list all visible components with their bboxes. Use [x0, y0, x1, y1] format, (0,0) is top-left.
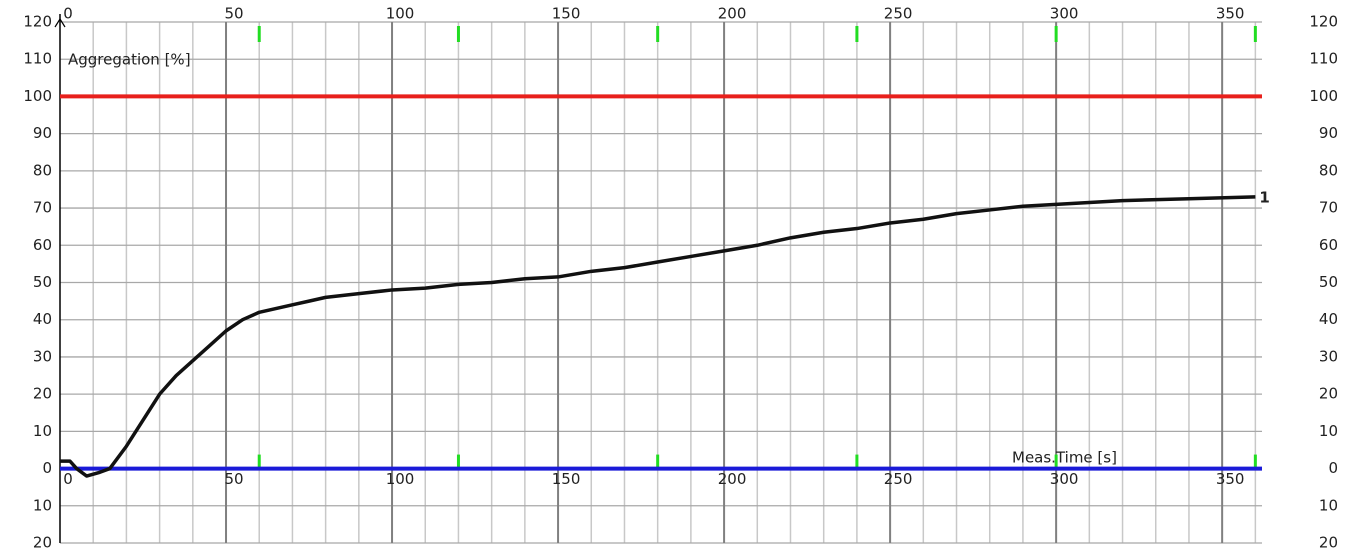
y2-tick-label: 90: [1319, 124, 1338, 142]
y-tick-label: 40: [33, 310, 52, 328]
y2-tick-label: 50: [1319, 273, 1338, 291]
y2-tick-label: 80: [1319, 161, 1338, 179]
x-tick-label: 50: [224, 5, 243, 23]
x-tick-label-bottom: 0: [63, 470, 73, 488]
y-tick-label: 0: [42, 459, 52, 477]
x-tick-label: 0: [63, 5, 73, 23]
y-tick-label: 50: [33, 273, 52, 291]
y-axis-label: Aggregation [%]: [68, 51, 191, 69]
y-tick-label: 60: [33, 236, 52, 254]
series-label: 1: [1259, 188, 1269, 206]
x-tick-label: 300: [1050, 5, 1079, 23]
y2-tick-label: 10: [1319, 422, 1338, 440]
y2-tick-label: 20: [1319, 385, 1338, 403]
data-line: [60, 195, 1256, 478]
y2-tick-label: 110: [1309, 50, 1338, 68]
x-tick-label-bottom: 250: [884, 470, 913, 488]
x-axis-label: Meas.Time [s]: [1012, 449, 1117, 467]
x-tick-label: 250: [884, 5, 913, 23]
y-tick-label: 20: [33, 385, 52, 403]
x-tick-label-bottom: 150: [552, 470, 581, 488]
y-tick-label: 80: [33, 161, 52, 179]
y2-tick-label: 60: [1319, 236, 1338, 254]
y2-tick-label: 100: [1309, 87, 1338, 105]
x-tick-label: 200: [718, 5, 747, 23]
y-tick-label: 10: [33, 422, 52, 440]
y2-tick-label: 20: [1319, 534, 1338, 551]
y2-tick-label: 120: [1309, 13, 1338, 31]
x-tick-label-bottom: 350: [1216, 470, 1245, 488]
x-tick-label: 100: [386, 5, 415, 23]
y-tick-label: 70: [33, 199, 52, 217]
x-tick-label: 150: [552, 5, 581, 23]
y-tick-label: 100: [23, 87, 52, 105]
y2-tick-label: 40: [1319, 310, 1338, 328]
y-tick-label: 20: [33, 534, 52, 551]
x-tick-label-bottom: 100: [386, 470, 415, 488]
x-tick-label: 350: [1216, 5, 1245, 23]
y-tick-label: 90: [33, 124, 52, 142]
x-tick-label-bottom: 50: [224, 470, 243, 488]
y-tick-label: 10: [33, 496, 52, 514]
x-tick-label-bottom: 200: [718, 470, 747, 488]
y-tick-label: 30: [33, 347, 52, 365]
y2-tick-label: 0: [1328, 459, 1338, 477]
y-tick-label: 110: [23, 50, 52, 68]
y-tick-label: 120: [23, 13, 52, 31]
y2-tick-label: 30: [1319, 347, 1338, 365]
y-axis-arrow: [54, 17, 66, 28]
x-tick-label-bottom: 300: [1050, 470, 1079, 488]
y2-tick-label: 10: [1319, 496, 1338, 514]
y2-tick-label: 70: [1319, 199, 1338, 217]
